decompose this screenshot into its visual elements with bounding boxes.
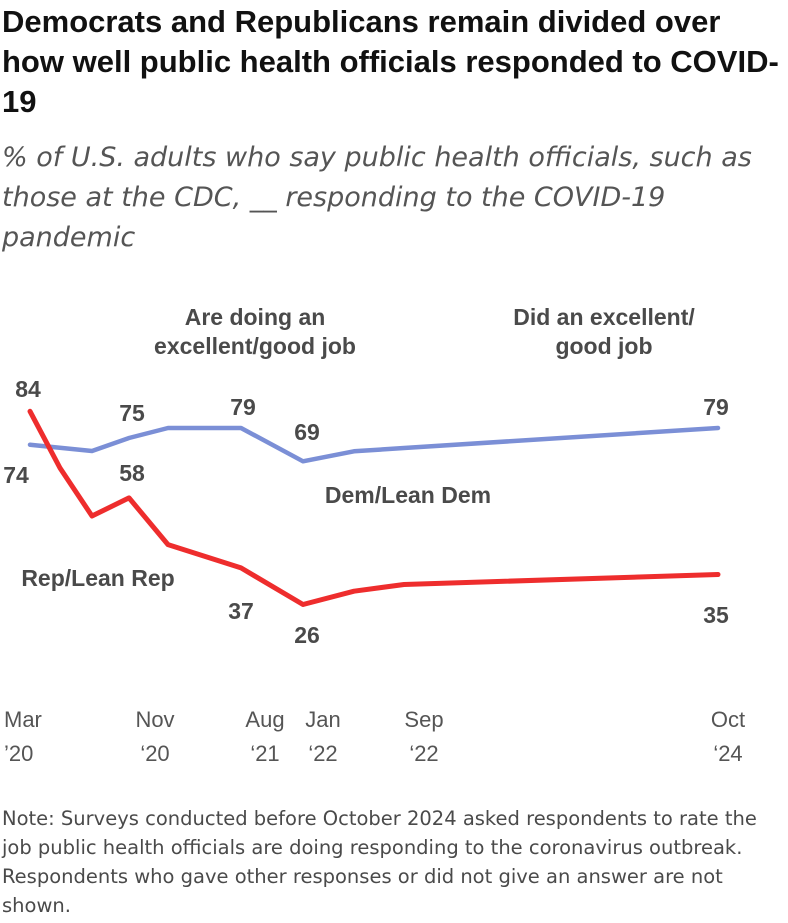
series-line-dem xyxy=(27,425,721,464)
data-label-dem: 79 xyxy=(230,394,256,420)
chart-subtitle: % of U.S. adults who say public health o… xyxy=(2,142,752,253)
series-name-dem: Dem/Lean Dem xyxy=(325,482,491,508)
data-label-dem: 69 xyxy=(294,419,320,445)
chart-title: Democrats and Republicans remain divided… xyxy=(2,4,779,119)
chart-note: Note: Surveys conducted before October 2… xyxy=(2,807,757,917)
x-tick-label: Aug ‘21 xyxy=(245,707,284,766)
data-label-rep: 35 xyxy=(703,602,729,628)
series-name-rep: Rep/Lean Rep xyxy=(21,565,174,591)
period-annotations: Are doing an excellent/good job Did an exc… xyxy=(154,304,695,359)
data-label-rep: 26 xyxy=(294,622,320,648)
series-line-rep xyxy=(27,408,721,607)
data-label-rep: 84 xyxy=(15,376,41,402)
x-tick-label: Oct ‘24 xyxy=(711,707,745,766)
x-tick-label: Mar ’20 xyxy=(4,707,42,766)
data-label-dem: 74 xyxy=(3,462,29,488)
x-tick-label: Nov ‘20 xyxy=(135,707,174,766)
data-label-dem: 75 xyxy=(119,400,145,426)
x-axis: Mar ’20 Nov ‘20 Aug ‘21 Jan ‘22 Sep ‘22 Oct ‘24 xyxy=(4,707,745,766)
data-label-rep: 58 xyxy=(119,460,145,486)
line-chart: Are doing an excellent/good job Did an exc… xyxy=(3,304,745,766)
x-tick-label: Sep ‘22 xyxy=(404,707,443,766)
data-labels: 74 75 79 69 79 84 58 37 26 35 xyxy=(3,376,729,648)
x-tick-label: Jan ‘22 xyxy=(305,707,340,766)
series-name-labels: Dem/Lean Dem Rep/Lean Rep xyxy=(21,482,491,591)
data-label-dem: 79 xyxy=(703,394,729,420)
data-label-rep: 37 xyxy=(228,598,254,624)
annotation-retrospective: Did an excellent/good job xyxy=(513,304,695,359)
series-lines xyxy=(27,408,721,607)
annotation-current: Are doing an excellent/good job xyxy=(154,304,356,359)
